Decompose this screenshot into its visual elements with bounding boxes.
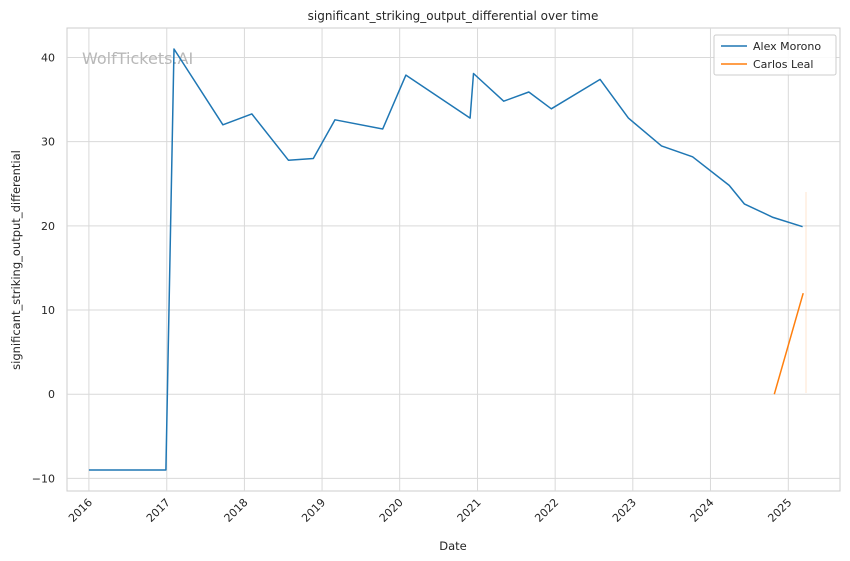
legend: Alex Morono Carlos Leal — [713, 34, 837, 76]
series-line-carlos-leal — [773, 292, 804, 395]
x-tick-label: 2020 — [377, 496, 406, 525]
x-axis-title: Date — [439, 539, 467, 553]
x-tick-label: 2016 — [66, 496, 95, 525]
x-tick-label: 2018 — [222, 496, 251, 525]
series-layer — [88, 48, 804, 471]
x-tick-label: 2017 — [144, 496, 173, 525]
legend-label-alex-morono: Alex Morono — [753, 40, 821, 53]
y-tick-label: 30 — [41, 136, 55, 149]
x-gridlines — [88, 28, 789, 491]
y-tick-label: 40 — [41, 51, 55, 64]
legend-label-carlos-leal: Carlos Leal — [753, 58, 813, 71]
x-tick-label: 2019 — [299, 496, 328, 525]
x-tick-label: 2025 — [765, 496, 794, 525]
series-line-alex-morono — [88, 48, 803, 471]
legend-box — [713, 34, 837, 76]
y-tick-label: 10 — [41, 304, 55, 317]
y-tick-labels: −10 0 10 20 30 40 — [32, 51, 55, 485]
chart-title: significant_striking_output_differential… — [308, 9, 599, 23]
x-tick-label: 2023 — [610, 496, 639, 525]
x-tick-labels: 2016 2017 2018 2019 2020 2021 2022 2023 2024 2025 — [66, 496, 794, 525]
plot-area — [66, 27, 841, 492]
x-tick-label: 2022 — [532, 496, 561, 525]
x-tick-label: 2024 — [688, 496, 717, 525]
y-tick-label: 20 — [41, 220, 55, 233]
y-gridlines — [67, 56, 840, 479]
y-axis-title: significant_striking_output_differential — [9, 150, 23, 370]
watermark-text: WolfTickets.AI — [82, 49, 193, 68]
x-tick-label: 2021 — [455, 496, 484, 525]
y-tick-label: −10 — [32, 472, 55, 485]
y-tick-label: 0 — [48, 388, 55, 401]
